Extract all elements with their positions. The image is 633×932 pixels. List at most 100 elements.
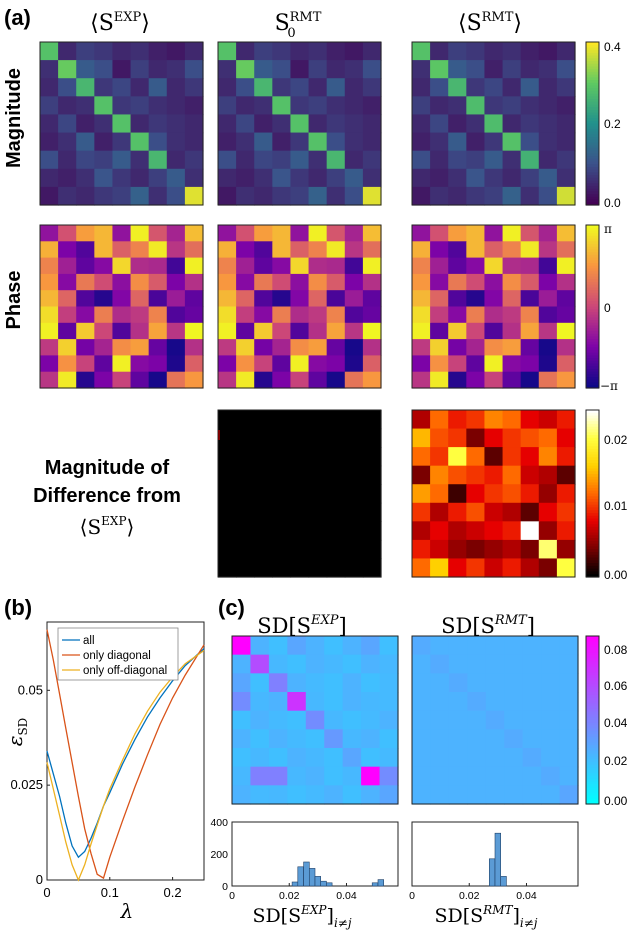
heatmap-cell [290,225,310,242]
heatmap-cell [344,273,364,291]
cbar-diff-segment [586,549,599,553]
heatmap-cell [58,150,77,170]
cbar-sd-segment [586,734,599,738]
cbar-mag-frame [585,41,600,206]
heatmap-cell [520,371,540,389]
heatmap-cell [430,225,449,242]
cbar-mag-segment [586,175,599,179]
heatmap-cell [466,306,486,324]
heatmap-cell [412,785,432,805]
heatmap-cell [538,96,558,116]
heatmap-cell [466,60,486,79]
heatmap-cell [430,636,450,656]
heatmap-cell [94,132,114,152]
cbar-diff-segment [586,571,599,575]
heatmap-cell [272,410,292,430]
heatmap-cell [130,114,150,134]
heatmap-cell [344,371,364,389]
cbar-sd-segment [586,770,599,774]
heatmap-cell [218,150,237,170]
heatmap-cell [484,241,504,259]
heatmap-cell [324,654,344,674]
heatmap-cell [290,428,310,448]
cbar-diff-segment [586,451,599,456]
heatmap-cell [448,521,467,541]
heatmap-cell [218,96,237,116]
cbar-phase-segment [586,284,599,289]
heatmap-cell [466,290,486,308]
heatmap-cell [272,465,292,485]
heatmap-cell [466,558,486,578]
cbar-phase-segment [586,303,599,308]
cbar-sd-segment [586,655,599,659]
heatmap-cell [448,42,467,61]
heatmap-cell [130,225,150,242]
heatmap-cell [254,355,273,373]
heatmap-cell [184,322,204,340]
cbar-mag-segment [586,164,599,168]
heatmap-cell [272,322,292,340]
heatmap-cell [362,558,382,578]
heatmap-cell [502,502,522,522]
plot-b-xtick-label: 0 [43,885,50,900]
heatmap-cell [556,60,576,79]
heatmap-cell [236,428,255,448]
heatmap-cell [218,257,237,275]
heatmap-cell [232,748,252,768]
heatmap-cell [342,710,362,730]
heatmap-cell [166,132,186,152]
cbar-diff-segment [586,418,599,422]
heatmap-cell [76,114,95,134]
cbar-sd-segment [586,781,599,785]
cbar-diff-segment [586,557,599,561]
heatmap-cell [94,150,114,170]
heatmap-cell [308,502,328,522]
heatmap-cell [94,96,114,116]
heatmap-cell [40,355,59,373]
histogram-bar [488,858,496,887]
heatmap-cell [94,186,114,206]
heatmap-cell [344,447,364,467]
heatmap-cell [502,60,522,79]
heatmap-cell [559,654,579,674]
heatmap-cell [448,371,467,389]
cbar-diff-segment [586,560,599,564]
heatmap-cell [254,502,273,522]
heatmap-cell [484,371,504,389]
cbar-sd-tick-4: 0.00 [604,794,628,808]
cbar-mag-segment [586,188,599,193]
cbar-diff-segment [586,471,599,475]
heatmap-cell [412,636,432,656]
heatmap-cell [430,673,450,693]
heatmap-cell [556,42,576,61]
heatmap-cell [326,539,346,560]
heatmap-cell [58,257,77,275]
heatmap-cell [287,785,307,805]
heatmap-cell [148,290,168,308]
heatmap-cell [485,636,505,656]
cbar-phase-segment [586,292,599,297]
heatmap-cell [166,114,186,134]
heatmap-cell [218,355,237,373]
heatmap-cell [236,257,255,275]
heatmap-cell [556,355,576,373]
heatmap-cell [166,355,186,373]
cbar-sd-segment [586,778,599,783]
heatmap-cell [520,521,540,541]
heatmap-cell [344,96,364,116]
heatmap-cell [290,465,310,485]
heatmap-cell [324,766,344,786]
heatmap-cell [541,766,561,786]
heatmap-cell [268,710,288,730]
cbar-diff-segment [586,446,599,450]
cbar-sd-segment [586,686,599,690]
cbar-mag-segment [586,71,599,76]
cbar-mag-segment [586,156,599,160]
heatmap-cell [484,521,504,541]
heatmap-cell [448,673,468,693]
heatmap-cell [166,60,186,79]
cbar-sd-segment [586,711,599,715]
heatmap-cell [379,748,399,768]
heatmap-cell [94,306,114,324]
heatmap-cell [541,748,561,768]
